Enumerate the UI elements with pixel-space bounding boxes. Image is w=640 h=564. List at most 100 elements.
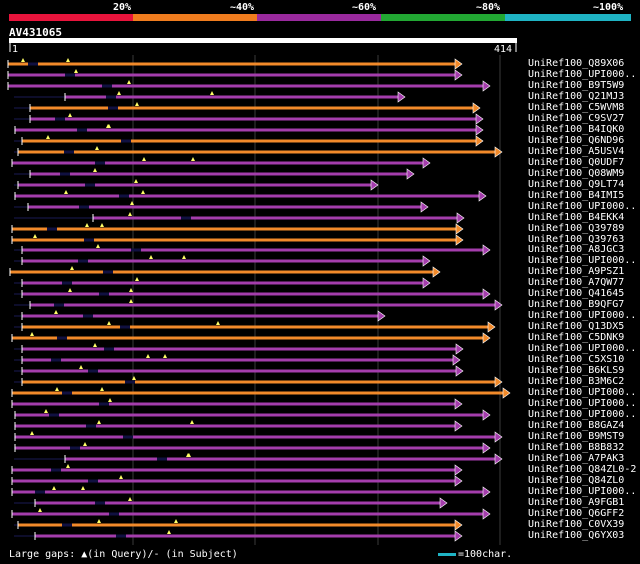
hit-arrow-icon: [397, 91, 406, 103]
hit-label[interactable]: UniRef100_Q39789: [528, 223, 625, 234]
hit-arrow-icon: [494, 453, 503, 465]
query-gap-icon: [66, 464, 70, 468]
hit-label[interactable]: UniRef100_A5USV4: [528, 146, 625, 157]
hit-label[interactable]: UniRef100_Q21MJ3: [528, 91, 625, 102]
hit-arrow-icon: [494, 431, 503, 443]
query-gap-icon: [79, 365, 83, 369]
hit-arrow-icon: [475, 124, 484, 136]
hit-label[interactable]: UniRef100_Q84ZL0-2: [528, 464, 637, 475]
hit-label[interactable]: UniRef100_C0VX39: [528, 519, 625, 530]
hit-label[interactable]: UniRef100_B6KLS9: [528, 365, 625, 376]
query-gap-icon: [68, 113, 72, 117]
scale-legend: =100char.: [438, 549, 512, 560]
hit-arrow-icon: [455, 365, 464, 377]
hit-arrow-icon: [502, 387, 511, 399]
gaps-legend: Large gaps: ▲(in Query)/- (in Subject): [9, 549, 238, 560]
legend-bar-100: [505, 14, 631, 21]
hit-label[interactable]: UniRef100_B9T5W9: [528, 80, 625, 91]
hit-arrow-icon: [494, 299, 503, 311]
hit-arrow-icon: [452, 354, 461, 366]
hit-arrow-icon: [482, 288, 491, 300]
query-gap-icon: [142, 157, 146, 161]
query-gap-icon: [70, 266, 74, 270]
query-gap-icon: [30, 431, 34, 435]
hit-arrow-icon: [420, 201, 429, 213]
hit-label[interactable]: UniRef100_UPI000..: [528, 409, 637, 420]
hit-arrow-icon: [456, 212, 465, 224]
hit-label[interactable]: UniRef100_UPI000..: [528, 310, 637, 321]
hit-arrow-icon: [455, 343, 464, 355]
hit-label[interactable]: UniRef100_Q6YX03: [528, 530, 625, 541]
hit-label[interactable]: UniRef100_A7QW77: [528, 277, 625, 288]
hit-label[interactable]: UniRef100_C5WVM8: [528, 102, 625, 113]
hit-label[interactable]: UniRef100_UPI000..: [528, 343, 637, 354]
query-gap-icon: [210, 91, 214, 95]
hit-label[interactable]: UniRef100_Q6GFF2: [528, 508, 625, 519]
hit-label[interactable]: UniRef100_C5DNK9: [528, 332, 625, 343]
hit-label[interactable]: UniRef100_Q9LT74: [528, 179, 625, 190]
hit-label[interactable]: UniRef100_UPI000..: [528, 69, 637, 80]
hit-arrow-icon: [472, 102, 481, 114]
hit-arrow-icon: [482, 80, 491, 92]
hit-label[interactable]: UniRef100_B8B832: [528, 442, 625, 453]
query-gap-icon: [74, 69, 78, 73]
hit-label[interactable]: UniRef100_Q41645: [528, 288, 625, 299]
query-gap-icon: [97, 519, 101, 523]
hit-arrow-icon: [406, 168, 415, 180]
hit-arrow-icon: [454, 464, 463, 476]
hit-arrow-icon: [455, 223, 464, 235]
hit-label[interactable]: UniRef100_B4EKK4: [528, 212, 625, 223]
hit-arrow-icon: [482, 244, 491, 256]
hit-label[interactable]: UniRef100_Q89X06: [528, 58, 625, 69]
query-end-label: 414: [494, 44, 512, 55]
hit-label[interactable]: UniRef100_A7PAK3: [528, 453, 625, 464]
hit-label[interactable]: UniRef100_UPI000..: [528, 398, 637, 409]
hit-label[interactable]: UniRef100_B9MST9: [528, 431, 625, 442]
query-gap-icon: [129, 288, 133, 292]
hit-label[interactable]: UniRef100_A8JGC3: [528, 244, 625, 255]
identity-legend: 20% ~40% ~60% ~80% ~100%: [0, 0, 640, 22]
hit-arrow-icon: [487, 321, 496, 333]
legend-label-40: ~40%: [230, 2, 255, 13]
query-gap-icon: [128, 497, 132, 501]
hit-label[interactable]: UniRef100_Q6ND96: [528, 135, 625, 146]
query-gap-icon: [46, 135, 50, 139]
hit-label[interactable]: UniRef100_B9QFG7: [528, 299, 625, 310]
hit-label[interactable]: UniRef100_A9PSZ1: [528, 266, 625, 277]
hit-label[interactable]: UniRef100_Q84ZL0: [528, 475, 625, 486]
hit-arrow-icon: [454, 420, 463, 432]
hit-arrow-icon: [482, 508, 491, 520]
query-gap-icon: [129, 299, 133, 303]
query-gap-icon: [163, 354, 167, 358]
hit-label[interactable]: UniRef100_A9FGB1: [528, 497, 625, 508]
hit-arrow-icon: [454, 69, 463, 81]
hit-label[interactable]: UniRef100_Q0UDF7: [528, 157, 625, 168]
query-gap-icon: [33, 234, 37, 238]
hit-label[interactable]: UniRef100_UPI000..: [528, 255, 637, 266]
hit-label[interactable]: UniRef100_Q13DX5: [528, 321, 625, 332]
hit-label[interactable]: UniRef100_B8GAZ4: [528, 420, 625, 431]
hit-arrow-icon: [455, 234, 464, 246]
query-gap-icon: [83, 442, 87, 446]
hit-label[interactable]: UniRef100_UPI000..: [528, 486, 637, 497]
query-gap-icon: [146, 354, 150, 358]
query-gap-icon: [167, 530, 171, 534]
hit-label[interactable]: UniRef100_B4IMI5: [528, 190, 625, 201]
legend-bar-60: [257, 14, 381, 21]
hit-label[interactable]: UniRef100_Q08WM9: [528, 168, 625, 179]
query-gap-icon: [216, 321, 220, 325]
hit-arrow-icon: [422, 255, 431, 267]
hit-label[interactable]: UniRef100_B4IQK0: [528, 124, 625, 135]
hit-label[interactable]: UniRef100_UPI000..: [528, 201, 637, 212]
hit-arrow-icon: [475, 135, 484, 147]
hit-label[interactable]: UniRef100_UPI000..: [528, 387, 637, 398]
hit-arrow-icon: [422, 277, 431, 289]
hit-label[interactable]: UniRef100_Q39763: [528, 234, 625, 245]
query-gap-icon: [128, 212, 132, 216]
hit-label[interactable]: UniRef100_B3M6C2: [528, 376, 625, 387]
hit-label[interactable]: UniRef100_C5XS10: [528, 354, 625, 365]
hit-label[interactable]: UniRef100_C9SV27: [528, 113, 625, 124]
query-gap-icon: [134, 179, 138, 183]
query-gap-icon: [130, 201, 134, 205]
